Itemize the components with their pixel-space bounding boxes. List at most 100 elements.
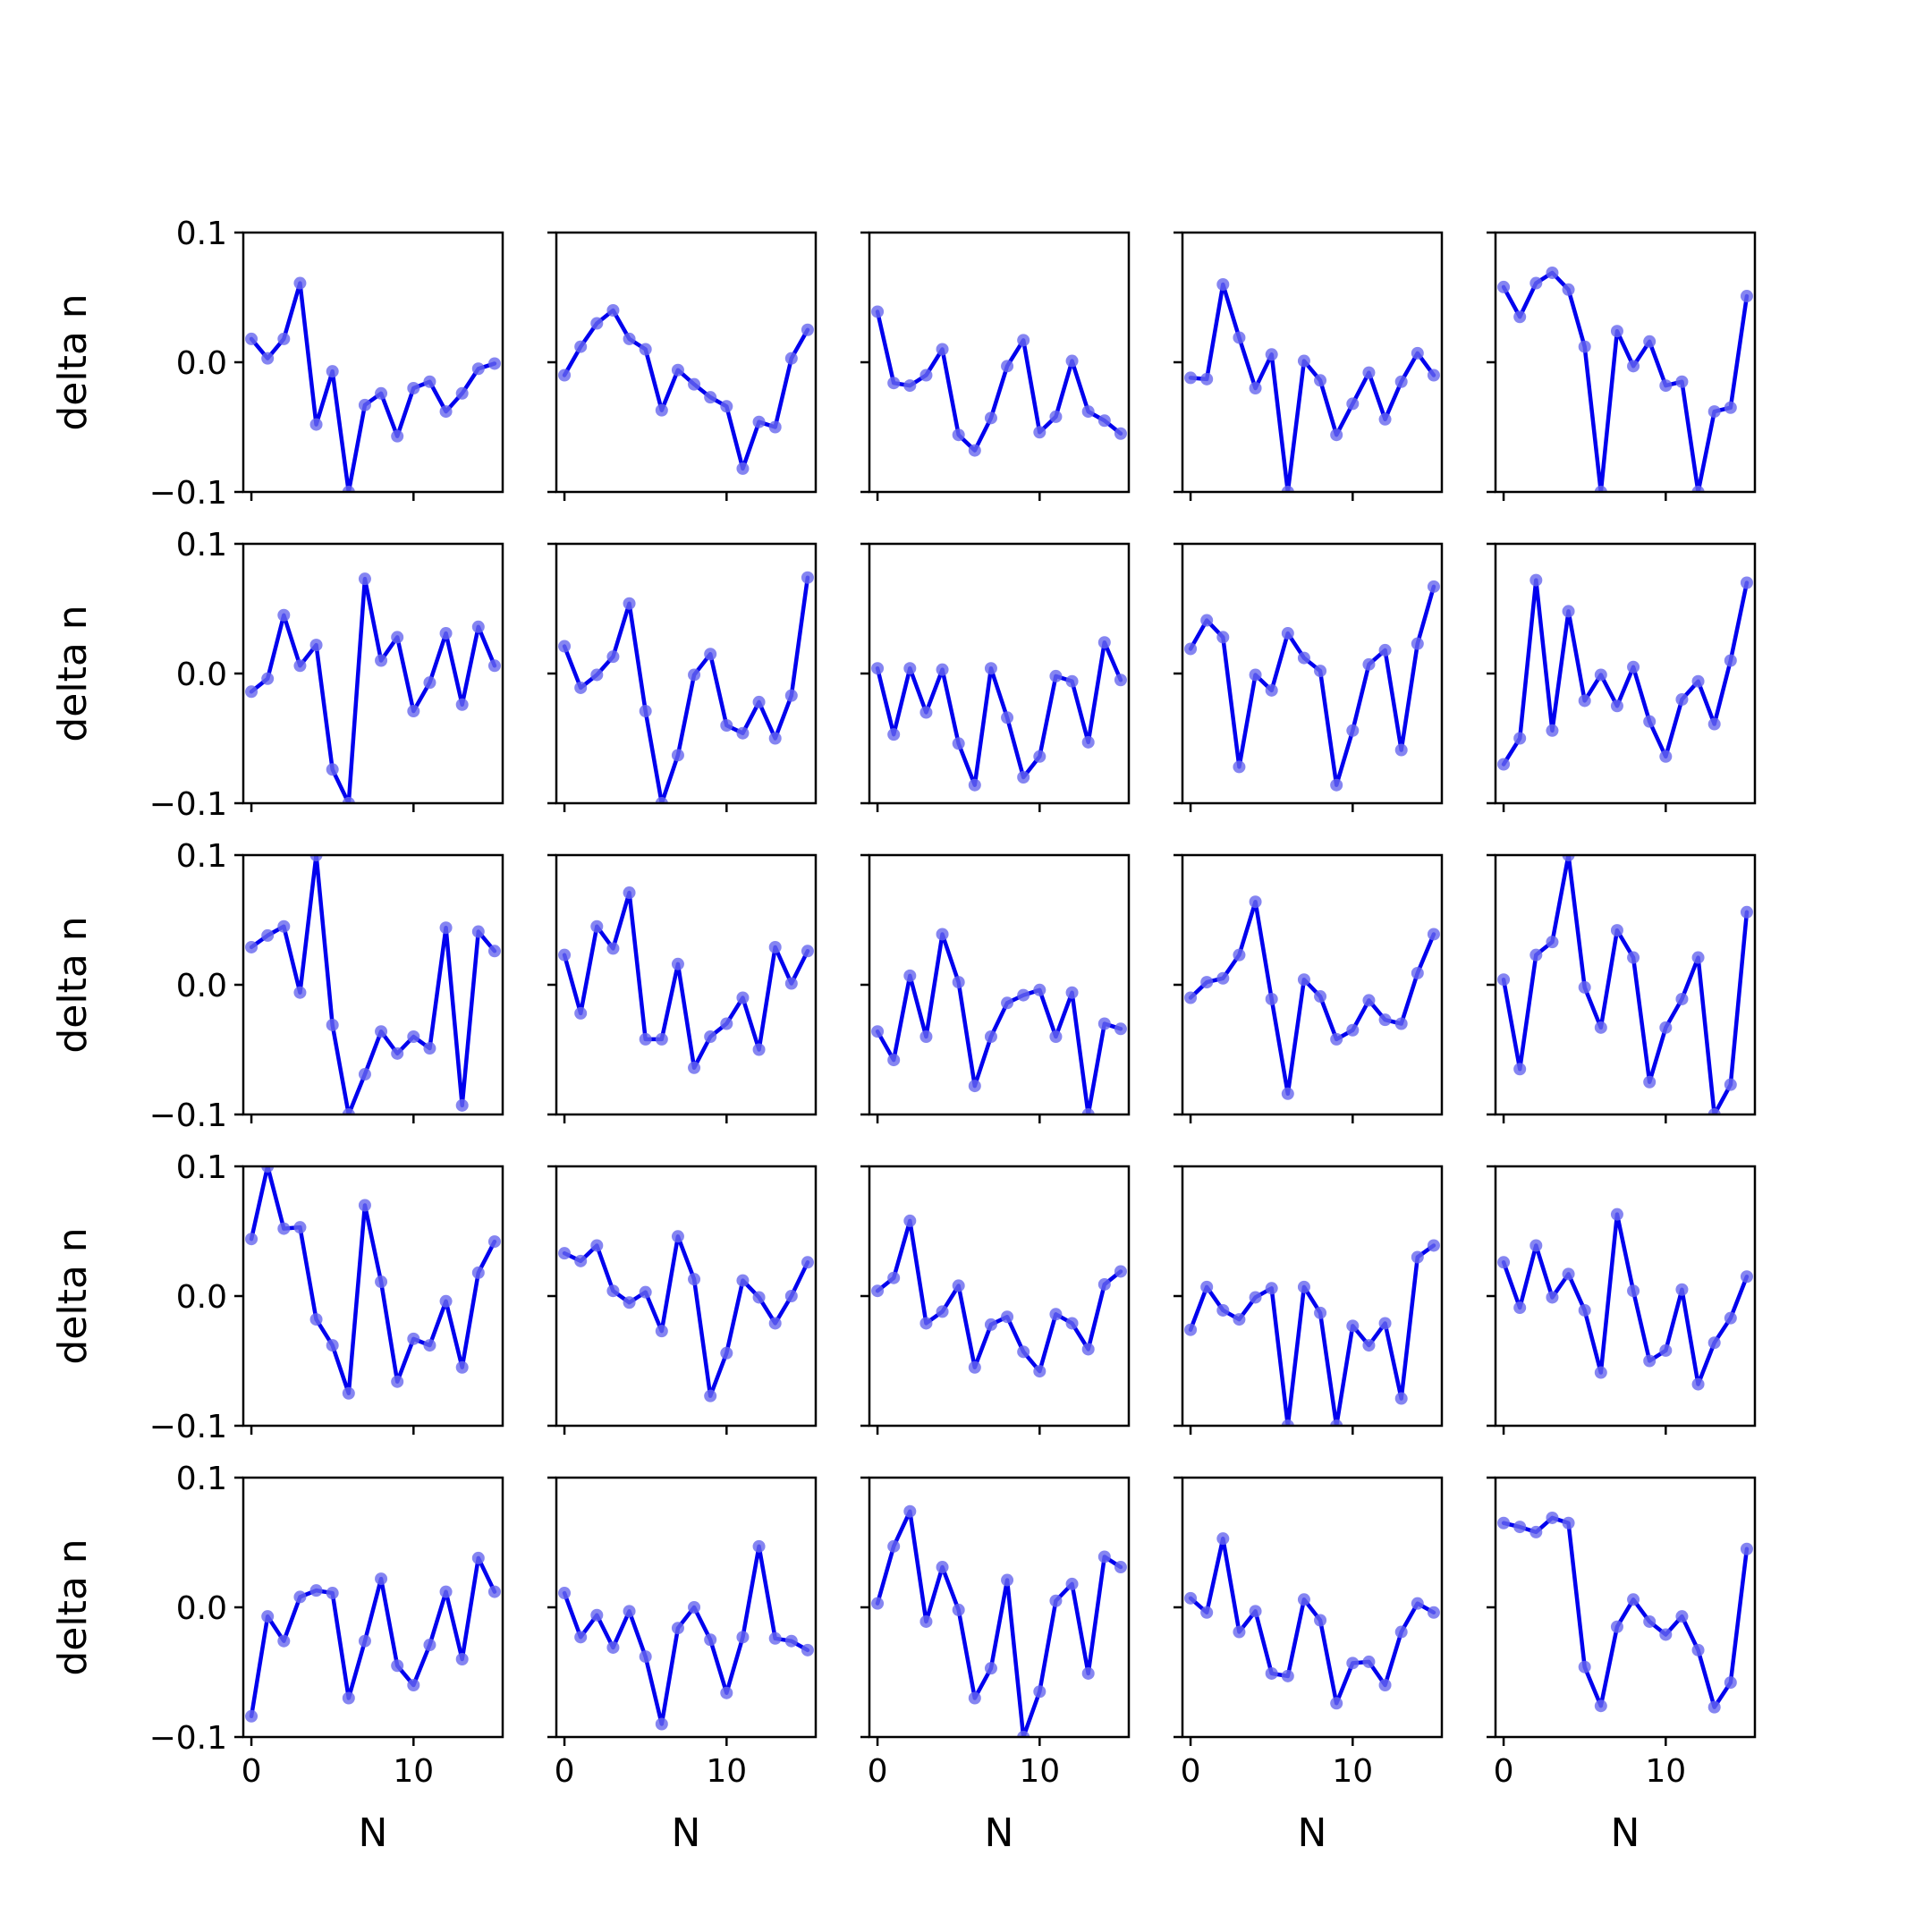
- y-axis-label: delta n: [50, 916, 96, 1053]
- data-point: [391, 1375, 404, 1388]
- data-point: [326, 763, 339, 776]
- data-point: [1001, 711, 1014, 724]
- x-tick-label: 0: [868, 1753, 888, 1790]
- data-point: [887, 1054, 901, 1067]
- series-line: [1501, 1515, 1750, 1709]
- data-point: [1033, 983, 1046, 996]
- data-point: [1097, 636, 1111, 649]
- y-tick-label: −0.1: [149, 1409, 227, 1445]
- data-point: [1216, 971, 1230, 985]
- data-point: [261, 928, 275, 942]
- data-point: [1394, 1625, 1408, 1639]
- data-point: [1065, 354, 1079, 368]
- subplot-r3-c3: [860, 853, 1131, 1123]
- data-point: [1740, 290, 1753, 303]
- subplot-r2-c4: [1174, 542, 1444, 812]
- data-point: [984, 1662, 997, 1675]
- data-point: [688, 377, 701, 391]
- series-line: [1188, 282, 1436, 492]
- data-point: [936, 663, 949, 676]
- data-point: [1497, 280, 1511, 293]
- y-tick-label: −0.1: [149, 475, 227, 512]
- data-point: [736, 726, 750, 740]
- data-point: [1530, 1525, 1543, 1538]
- data-point: [1065, 1317, 1079, 1330]
- data-point: [1065, 674, 1079, 688]
- data-point: [1081, 735, 1095, 749]
- data-point: [639, 343, 652, 356]
- data-point: [1001, 1310, 1014, 1324]
- data-point: [1200, 372, 1214, 386]
- data-point: [1643, 1614, 1657, 1628]
- series-group: [1497, 266, 1753, 492]
- series-group: [871, 1504, 1127, 1737]
- series-group: [871, 928, 1127, 1114]
- series-line: [562, 308, 810, 471]
- data-point: [919, 706, 933, 719]
- series-group: [558, 1230, 814, 1402]
- data-point: [1411, 1250, 1424, 1264]
- data-point: [309, 1313, 323, 1326]
- data-point: [952, 428, 965, 442]
- data-point: [423, 1339, 436, 1352]
- series-line: [249, 1166, 497, 1395]
- data-point: [1265, 683, 1278, 697]
- data-point: [1546, 1291, 1559, 1304]
- series-group: [558, 304, 814, 475]
- data-point: [1049, 410, 1063, 423]
- data-point: [1097, 414, 1111, 428]
- data-point: [423, 375, 436, 388]
- subplot-r1-c3: [860, 231, 1131, 501]
- y-tick-label: −0.1: [149, 786, 227, 823]
- data-point: [688, 668, 701, 682]
- data-point: [1362, 657, 1376, 671]
- data-point: [487, 357, 501, 370]
- data-point: [623, 1296, 636, 1309]
- data-point: [1427, 580, 1440, 593]
- series-line: [875, 640, 1123, 787]
- data-point: [558, 369, 572, 382]
- data-point: [574, 1254, 588, 1267]
- data-point: [736, 462, 750, 475]
- series-group: [245, 276, 501, 492]
- data-point: [1314, 665, 1327, 678]
- data-point: [736, 1631, 750, 1644]
- data-point: [326, 1587, 339, 1600]
- data-point: [606, 650, 620, 664]
- data-point: [277, 1634, 291, 1648]
- data-point: [1081, 1108, 1095, 1114]
- data-point: [1562, 283, 1575, 296]
- data-point: [358, 572, 371, 586]
- data-point: [1643, 715, 1657, 728]
- subplot-grid: 0.1 0.0 −0.1 delta n 0.1 0.0 −0.1 delta n 0.1 0.0…: [50, 216, 1757, 1856]
- data-point: [1362, 366, 1376, 379]
- data-point: [326, 1339, 339, 1352]
- data-point: [801, 1256, 814, 1269]
- y-tick-label: 0.1: [176, 1461, 227, 1497]
- data-point: [261, 352, 275, 365]
- data-point: [1427, 928, 1440, 941]
- data-point: [1707, 1336, 1721, 1350]
- series-group: [871, 636, 1127, 792]
- data-point: [1659, 750, 1673, 763]
- data-point: [342, 797, 355, 803]
- x-tick-label: 10: [393, 1753, 434, 1790]
- data-point: [1659, 379, 1673, 393]
- subplot-r2-c3: [860, 542, 1131, 812]
- data-point: [1297, 1280, 1310, 1293]
- data-point: [768, 940, 782, 953]
- data-point: [984, 1318, 997, 1331]
- subplot-r3-c2: [547, 853, 818, 1123]
- data-point: [574, 1631, 588, 1644]
- data-point: [261, 1610, 275, 1623]
- data-point: [1314, 1614, 1327, 1627]
- data-point: [1562, 605, 1575, 618]
- data-point: [1049, 669, 1063, 682]
- data-point: [704, 1633, 717, 1647]
- data-point: [1017, 1731, 1030, 1737]
- data-point: [1033, 1685, 1046, 1699]
- y-tick-label: −0.1: [149, 1720, 227, 1757]
- y-tick-label: 0.0: [176, 345, 227, 382]
- data-point: [1497, 758, 1511, 771]
- data-point: [1001, 996, 1014, 1010]
